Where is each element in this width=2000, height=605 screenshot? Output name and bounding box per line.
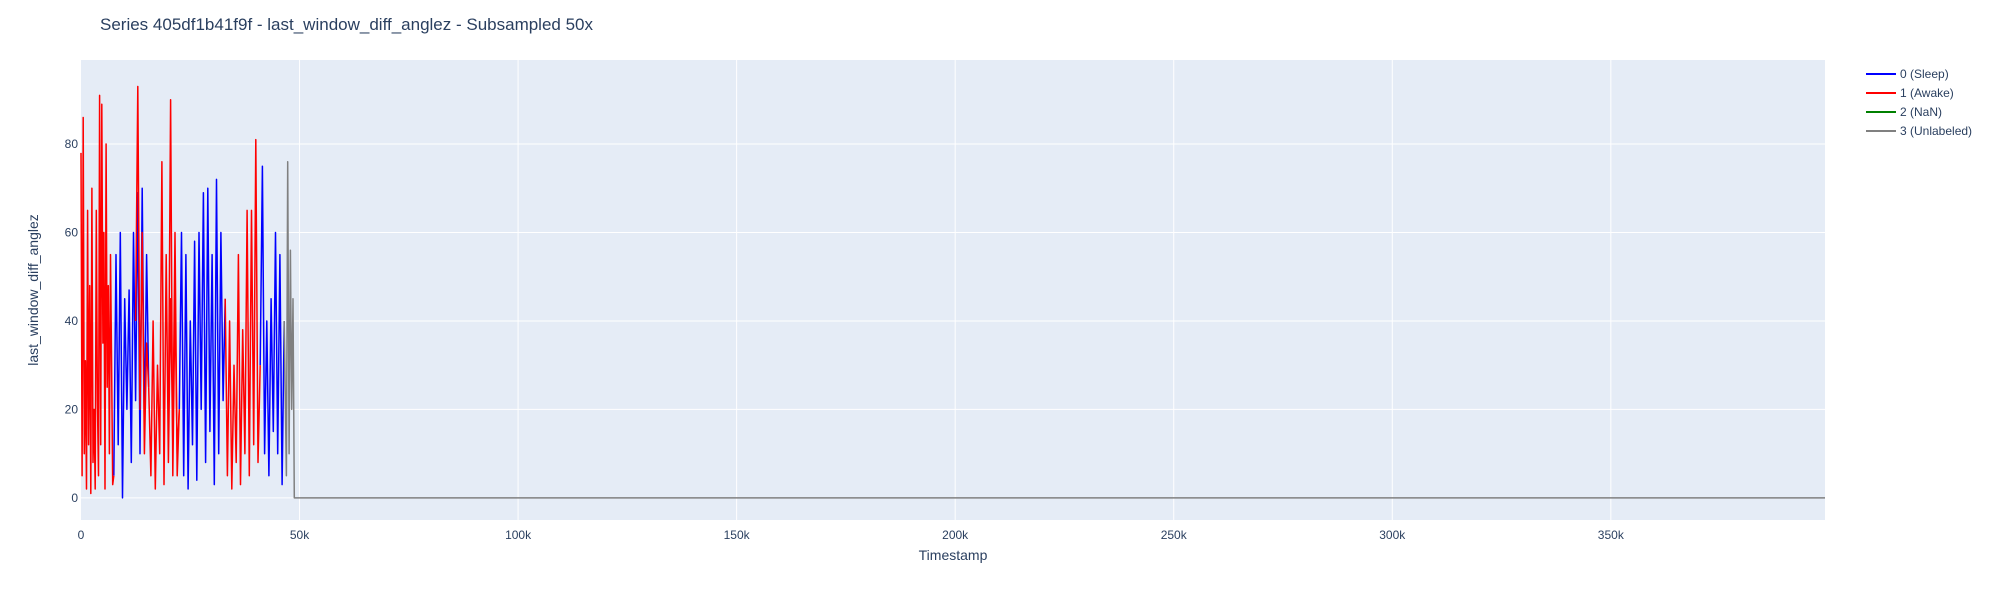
- legend-item-3-unlabeled[interactable]: 3 (Unlabeled): [1866, 124, 1972, 138]
- legend-item-0-sleep[interactable]: 0 (Sleep): [1866, 67, 1949, 81]
- y-axis-label: last_window_diff_anglez: [25, 214, 41, 366]
- y-tick-label: 40: [65, 314, 79, 328]
- x-tick-label: 100k: [505, 528, 532, 542]
- series-line-1-awake: [80, 94, 115, 495]
- plot-area: [81, 60, 1825, 520]
- y-tick-label: 60: [65, 226, 79, 240]
- legend-label: 3 (Unlabeled): [1900, 124, 1972, 138]
- legend[interactable]: 0 (Sleep) 1 (Awake) 2 (NaN) 3 (Unlabeled): [1866, 67, 1972, 138]
- x-tick-label: 0: [78, 528, 85, 542]
- legend-label: 0 (Sleep): [1900, 67, 1949, 81]
- series-line-1-awake: [167, 99, 181, 477]
- y-tick-label: 80: [65, 137, 79, 151]
- series-lines: [80, 85, 1825, 499]
- series-line-0-sleep: [259, 165, 285, 486]
- x-tick-label: 350k: [1598, 528, 1625, 542]
- legend-item-2-nan[interactable]: 2 (NaN): [1866, 105, 1942, 119]
- chart-title: Series 405df1b41f9f - last_window_diff_a…: [100, 15, 594, 34]
- series-line-1-awake: [224, 138, 261, 490]
- x-tick-label: 50k: [290, 528, 310, 542]
- x-tick-label: 250k: [1161, 528, 1188, 542]
- x-tick-label: 150k: [724, 528, 751, 542]
- y-tick-label: 0: [71, 491, 78, 505]
- gridlines: [81, 60, 1825, 520]
- series-line-3-unlabeled: [283, 160, 1825, 499]
- legend-item-1-awake[interactable]: 1 (Awake): [1866, 86, 1954, 100]
- legend-label: 2 (NaN): [1900, 105, 1942, 119]
- y-tick-label: 20: [65, 402, 79, 416]
- x-tick-label: 300k: [1379, 528, 1406, 542]
- x-axis-label: Timestamp: [919, 547, 988, 563]
- x-tick-label: 200k: [942, 528, 969, 542]
- legend-label: 1 (Awake): [1900, 86, 1954, 100]
- series-line-0-sleep: [178, 178, 226, 490]
- series-line-1-awake: [134, 85, 150, 455]
- axis-ticks: 0 50k 100k 150k 200k 250k 300k 350k 0 20 40 60 80: [65, 137, 1625, 542]
